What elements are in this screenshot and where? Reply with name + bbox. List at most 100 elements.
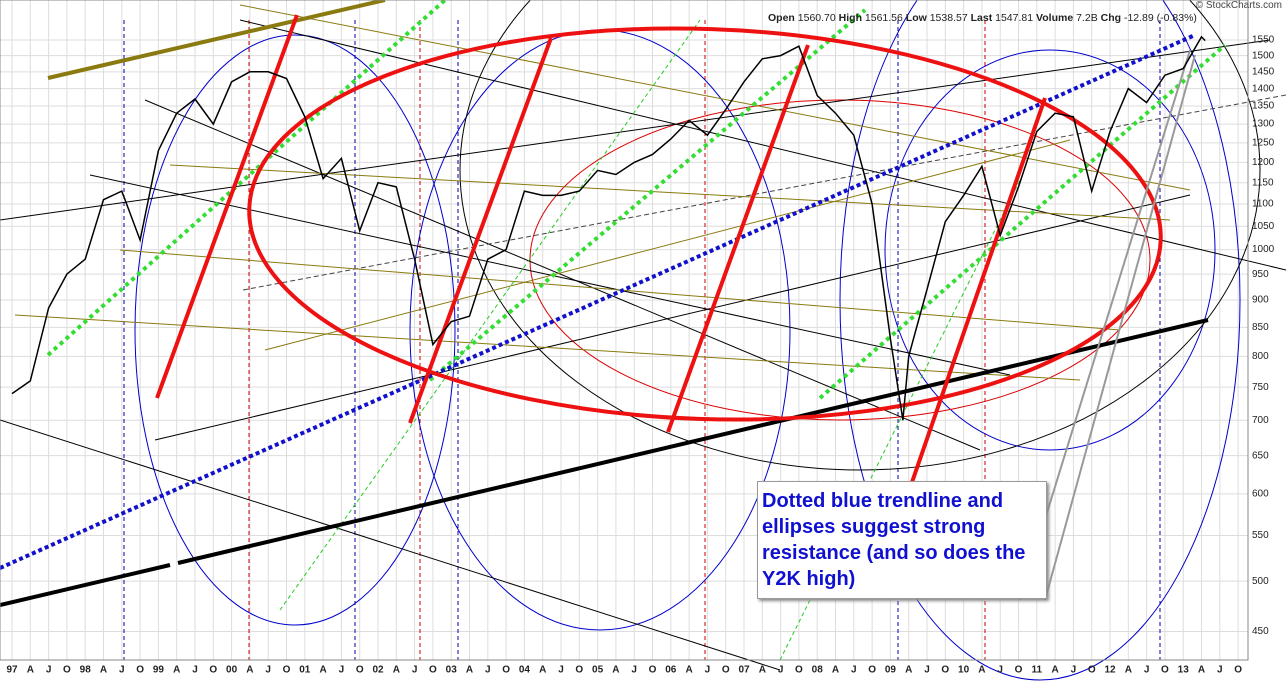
x-tick-label: 07 xyxy=(738,665,750,676)
x-tick-label: J xyxy=(1071,665,1077,676)
y-tick-label: 1400 xyxy=(1252,83,1275,94)
x-tick-label: O xyxy=(1234,665,1242,676)
x-tick-label: J xyxy=(485,665,491,676)
y-tick-label: 1100 xyxy=(1252,199,1274,210)
x-tick-label: 04 xyxy=(519,665,531,676)
price-line xyxy=(11,35,1206,421)
x-tick-label: A xyxy=(1051,665,1058,676)
x-tick-label: O xyxy=(941,665,949,676)
x-tick-label: A xyxy=(100,665,107,676)
x-tick-label: O xyxy=(1088,665,1096,676)
y-tick-label: 1450 xyxy=(1252,66,1275,77)
x-tick-label: A xyxy=(1198,665,1205,676)
x-tick-label: O xyxy=(429,665,437,676)
quote-label: Volume xyxy=(1036,12,1074,24)
y-tick-label: 1150 xyxy=(1252,177,1274,188)
quote-label: High xyxy=(838,12,862,24)
x-tick-label: J xyxy=(705,665,711,676)
annotation: Dotted blue trendline and ellipses sugge… xyxy=(757,481,1047,599)
x-tick-label: 12 xyxy=(1104,665,1116,676)
y-tick-label: 1300 xyxy=(1252,119,1275,130)
trendline xyxy=(14,314,1081,381)
trendline xyxy=(666,44,810,433)
ellipse xyxy=(247,26,1163,422)
quote-value: 1538.57 xyxy=(929,12,968,24)
x-tick-label: O xyxy=(209,665,217,676)
x-tick-label: 97 xyxy=(6,665,18,676)
x-tick-label: 09 xyxy=(885,665,897,676)
trendline xyxy=(908,97,1047,489)
trendline xyxy=(154,194,1191,441)
x-tick-label: A xyxy=(759,665,766,676)
callout-pointer xyxy=(1044,54,1196,601)
x-tick-label: 00 xyxy=(226,665,238,676)
x-tick-label: J xyxy=(265,665,271,676)
trendline xyxy=(264,139,1071,351)
trendline xyxy=(177,318,1209,565)
x-tick-label: J xyxy=(1217,665,1223,676)
y-tick-label: 950 xyxy=(1252,269,1269,280)
ellipse xyxy=(529,99,1151,421)
trendline xyxy=(155,14,299,399)
x-tick-label: O xyxy=(722,665,730,676)
y-tick-label: 1250 xyxy=(1252,137,1275,148)
quote-value: 1561.56 xyxy=(864,12,903,24)
y-tick-label: 650 xyxy=(1252,450,1269,461)
x-tick-label: A xyxy=(393,665,400,676)
quote-label: Open xyxy=(768,12,795,24)
x-tick-label: J xyxy=(558,665,564,676)
trendline xyxy=(0,563,171,607)
x-tick-label: J xyxy=(1144,665,1150,676)
x-tick-label: J xyxy=(339,665,345,676)
trendline xyxy=(818,43,1227,400)
x-tick-label: 06 xyxy=(665,665,677,676)
ellipse xyxy=(459,0,1261,471)
trendline xyxy=(144,99,981,451)
y-tick-label: 1200 xyxy=(1252,157,1275,168)
x-tick-label: A xyxy=(246,665,253,676)
x-tick-label: O xyxy=(1015,665,1023,676)
x-tick-label: J xyxy=(851,665,857,676)
price-series xyxy=(11,35,1206,421)
x-tick-label: 01 xyxy=(299,665,311,676)
x-tick-label: A xyxy=(978,665,985,676)
trendline xyxy=(779,179,1021,661)
quote-label: Chg xyxy=(1100,12,1122,24)
trendline xyxy=(239,19,1286,271)
y-tick-label: 850 xyxy=(1252,322,1269,333)
y-tick-label: 450 xyxy=(1252,626,1269,637)
x-tick-label: A xyxy=(466,665,473,676)
trendline xyxy=(46,0,447,357)
x-tick-label: 05 xyxy=(592,665,604,676)
y-tick-label: 1550 xyxy=(1252,35,1275,46)
y-tick-label: 550 xyxy=(1252,530,1269,541)
grid xyxy=(0,0,1248,660)
x-tick-label: A xyxy=(905,665,912,676)
y-tick-label: 700 xyxy=(1252,415,1269,426)
y-tick-label: 500 xyxy=(1252,576,1269,587)
quote-value: 1547.81 xyxy=(995,12,1034,24)
x-tick-label: O xyxy=(136,665,144,676)
quote-header: Open 1560.70 High 1561.56 Low 1538.57 La… xyxy=(768,12,1197,24)
x-tick-label: O xyxy=(1161,665,1169,676)
x-tick-label: O xyxy=(502,665,510,676)
ellipse xyxy=(839,0,1241,681)
trendline xyxy=(47,0,386,80)
y-tick-label: 1050 xyxy=(1252,221,1275,232)
callout-pointer xyxy=(1019,49,1191,601)
ellipse xyxy=(134,34,456,626)
quote-value: -12.89 (-0.83%) xyxy=(1123,12,1197,24)
x-tick-label: 13 xyxy=(1178,665,1190,676)
copyright: © StockCharts.com xyxy=(1195,0,1282,11)
x-tick-label: A xyxy=(173,665,180,676)
x-tick-label: A xyxy=(319,665,326,676)
quote-value: 1560.70 xyxy=(797,12,836,24)
x-tick-label: J xyxy=(412,665,418,676)
x-tick-label: J xyxy=(46,665,52,676)
trendline xyxy=(89,174,1011,376)
y-tick-label: 750 xyxy=(1252,382,1269,393)
